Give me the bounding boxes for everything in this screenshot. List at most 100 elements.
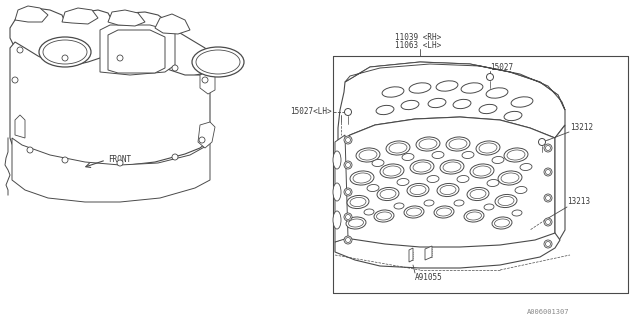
- Circle shape: [544, 144, 552, 152]
- Ellipse shape: [467, 212, 481, 220]
- Ellipse shape: [436, 81, 458, 91]
- Ellipse shape: [359, 150, 377, 160]
- Ellipse shape: [346, 217, 366, 229]
- Ellipse shape: [389, 143, 407, 153]
- Ellipse shape: [409, 83, 431, 93]
- Ellipse shape: [486, 88, 508, 98]
- Circle shape: [117, 160, 123, 166]
- Ellipse shape: [374, 210, 394, 222]
- Polygon shape: [10, 42, 210, 166]
- Polygon shape: [555, 125, 565, 242]
- Circle shape: [344, 213, 352, 221]
- Polygon shape: [345, 62, 565, 110]
- Polygon shape: [155, 14, 190, 34]
- Text: 13213: 13213: [567, 197, 590, 206]
- Ellipse shape: [350, 171, 374, 185]
- Text: 11039 <RH>: 11039 <RH>: [395, 34, 441, 43]
- Ellipse shape: [440, 160, 464, 174]
- Ellipse shape: [515, 187, 527, 194]
- Ellipse shape: [504, 148, 528, 162]
- Circle shape: [538, 139, 545, 146]
- Circle shape: [544, 194, 552, 202]
- Ellipse shape: [464, 210, 484, 222]
- Circle shape: [344, 188, 352, 196]
- Ellipse shape: [501, 173, 519, 183]
- Circle shape: [199, 137, 205, 143]
- Ellipse shape: [457, 175, 469, 182]
- Ellipse shape: [470, 164, 494, 178]
- Ellipse shape: [350, 197, 366, 206]
- Ellipse shape: [454, 200, 464, 206]
- Circle shape: [344, 161, 352, 169]
- Ellipse shape: [413, 162, 431, 172]
- Ellipse shape: [406, 208, 422, 216]
- Ellipse shape: [410, 186, 426, 195]
- Ellipse shape: [382, 87, 404, 97]
- Ellipse shape: [446, 137, 470, 151]
- Ellipse shape: [479, 104, 497, 114]
- Ellipse shape: [394, 203, 404, 209]
- Ellipse shape: [462, 151, 474, 158]
- Ellipse shape: [492, 156, 504, 164]
- Ellipse shape: [440, 186, 456, 195]
- Circle shape: [12, 77, 18, 83]
- Ellipse shape: [461, 83, 483, 93]
- Ellipse shape: [470, 189, 486, 198]
- Ellipse shape: [380, 164, 404, 178]
- Ellipse shape: [476, 141, 500, 155]
- Ellipse shape: [192, 47, 244, 77]
- Text: 15027<LH>: 15027<LH>: [290, 108, 332, 116]
- Ellipse shape: [347, 196, 369, 209]
- Circle shape: [27, 147, 33, 153]
- Ellipse shape: [427, 175, 439, 182]
- Ellipse shape: [498, 171, 522, 185]
- Ellipse shape: [349, 219, 364, 227]
- Ellipse shape: [380, 189, 396, 198]
- Ellipse shape: [376, 212, 392, 220]
- Ellipse shape: [333, 211, 341, 229]
- Text: A91055: A91055: [415, 273, 443, 282]
- Text: 11063 <LH>: 11063 <LH>: [395, 42, 441, 51]
- Ellipse shape: [495, 195, 517, 208]
- Circle shape: [344, 136, 352, 144]
- Ellipse shape: [437, 183, 459, 196]
- Circle shape: [544, 240, 552, 248]
- Ellipse shape: [511, 97, 533, 107]
- Ellipse shape: [353, 173, 371, 183]
- Polygon shape: [198, 122, 215, 148]
- Circle shape: [62, 157, 68, 163]
- Ellipse shape: [372, 159, 384, 166]
- Ellipse shape: [473, 166, 491, 176]
- Ellipse shape: [410, 160, 434, 174]
- Circle shape: [486, 74, 493, 81]
- Polygon shape: [12, 138, 210, 202]
- Ellipse shape: [39, 37, 91, 67]
- Polygon shape: [338, 117, 555, 260]
- Ellipse shape: [401, 100, 419, 110]
- Ellipse shape: [364, 209, 374, 215]
- Polygon shape: [108, 10, 145, 26]
- Ellipse shape: [443, 162, 461, 172]
- Ellipse shape: [449, 139, 467, 149]
- Ellipse shape: [377, 188, 399, 201]
- Circle shape: [17, 47, 23, 53]
- Circle shape: [172, 154, 178, 160]
- Circle shape: [544, 218, 552, 226]
- Ellipse shape: [428, 98, 446, 108]
- Ellipse shape: [397, 179, 409, 186]
- Circle shape: [62, 55, 68, 61]
- Ellipse shape: [479, 143, 497, 153]
- Ellipse shape: [416, 137, 440, 151]
- Polygon shape: [100, 25, 175, 75]
- Ellipse shape: [453, 100, 471, 108]
- Ellipse shape: [487, 180, 499, 187]
- Ellipse shape: [386, 141, 410, 155]
- Text: FRONT: FRONT: [108, 155, 131, 164]
- Ellipse shape: [507, 150, 525, 160]
- Ellipse shape: [407, 183, 429, 196]
- Ellipse shape: [492, 217, 512, 229]
- Circle shape: [172, 65, 178, 71]
- Polygon shape: [108, 30, 165, 73]
- Polygon shape: [335, 135, 348, 242]
- Ellipse shape: [495, 219, 509, 227]
